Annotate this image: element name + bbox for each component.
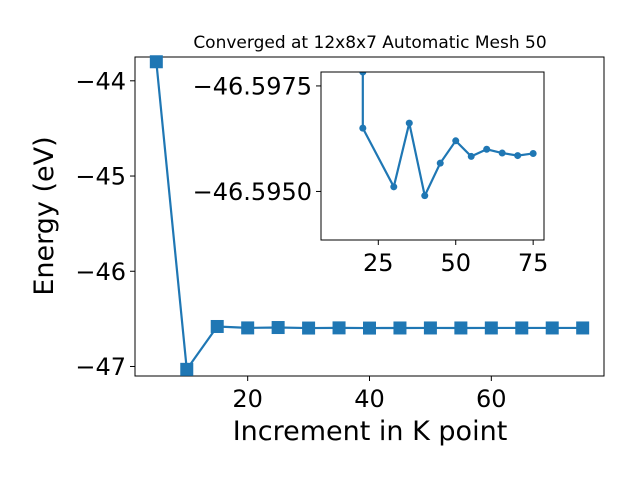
main-plot: Converged at 12x8x7 Automatic Mesh 50 −4… <box>29 33 605 447</box>
y-tick-label: −46 <box>75 258 126 286</box>
data-point <box>421 192 429 200</box>
x-tick-label: 40 <box>354 385 385 413</box>
data-point <box>423 321 437 335</box>
data-point <box>545 321 559 335</box>
data-point <box>452 137 460 145</box>
inset-plot: −46.5975 −46.5950 25 50 75 <box>193 71 548 277</box>
inset-background <box>321 72 544 240</box>
data-point <box>271 321 285 335</box>
data-point <box>302 321 316 335</box>
data-point <box>484 321 498 335</box>
main-y-ticks: −47 −46 −45 −44 <box>75 67 135 381</box>
data-point <box>149 55 163 69</box>
main-title: Converged at 12x8x7 Automatic Mesh 50 <box>193 33 546 53</box>
data-point <box>405 119 413 127</box>
data-point <box>514 152 522 160</box>
main-x-ticks: 20 40 60 <box>232 376 507 413</box>
y-tick-label: −47 <box>75 353 126 381</box>
main-y-axis-label: Energy (eV) <box>29 136 60 295</box>
data-point <box>529 149 537 157</box>
data-point <box>467 152 475 160</box>
x-tick-label: 25 <box>363 249 394 277</box>
y-tick-label: −46.5975 <box>193 73 312 101</box>
x-tick-label: 60 <box>476 385 507 413</box>
data-point <box>576 321 590 335</box>
y-tick-label: −44 <box>75 67 126 95</box>
x-tick-label: 50 <box>440 249 471 277</box>
y-tick-label: −45 <box>75 163 126 191</box>
data-point <box>180 362 194 376</box>
x-tick-label: 20 <box>232 385 263 413</box>
x-tick-label: 75 <box>518 249 549 277</box>
data-point <box>359 124 367 132</box>
data-point <box>359 72 367 76</box>
inset-y-ticks: −46.5975 −46.5950 <box>193 73 321 206</box>
data-point <box>332 321 346 335</box>
data-point <box>241 321 255 335</box>
data-point <box>363 321 376 335</box>
data-point <box>436 159 444 167</box>
main-series <box>149 55 590 376</box>
data-point <box>393 321 407 335</box>
data-point <box>390 183 398 191</box>
inset-series <box>359 72 537 200</box>
data-point <box>454 321 468 335</box>
data-point <box>498 149 506 157</box>
data-point <box>210 319 224 333</box>
data-point <box>483 145 491 153</box>
data-point <box>515 321 529 335</box>
inset-x-ticks: 25 50 75 <box>363 240 548 277</box>
inset-plot-frame <box>320 71 545 241</box>
y-tick-label: −46.5950 <box>193 178 312 206</box>
main-x-axis-label: Increment in K point <box>233 416 508 447</box>
